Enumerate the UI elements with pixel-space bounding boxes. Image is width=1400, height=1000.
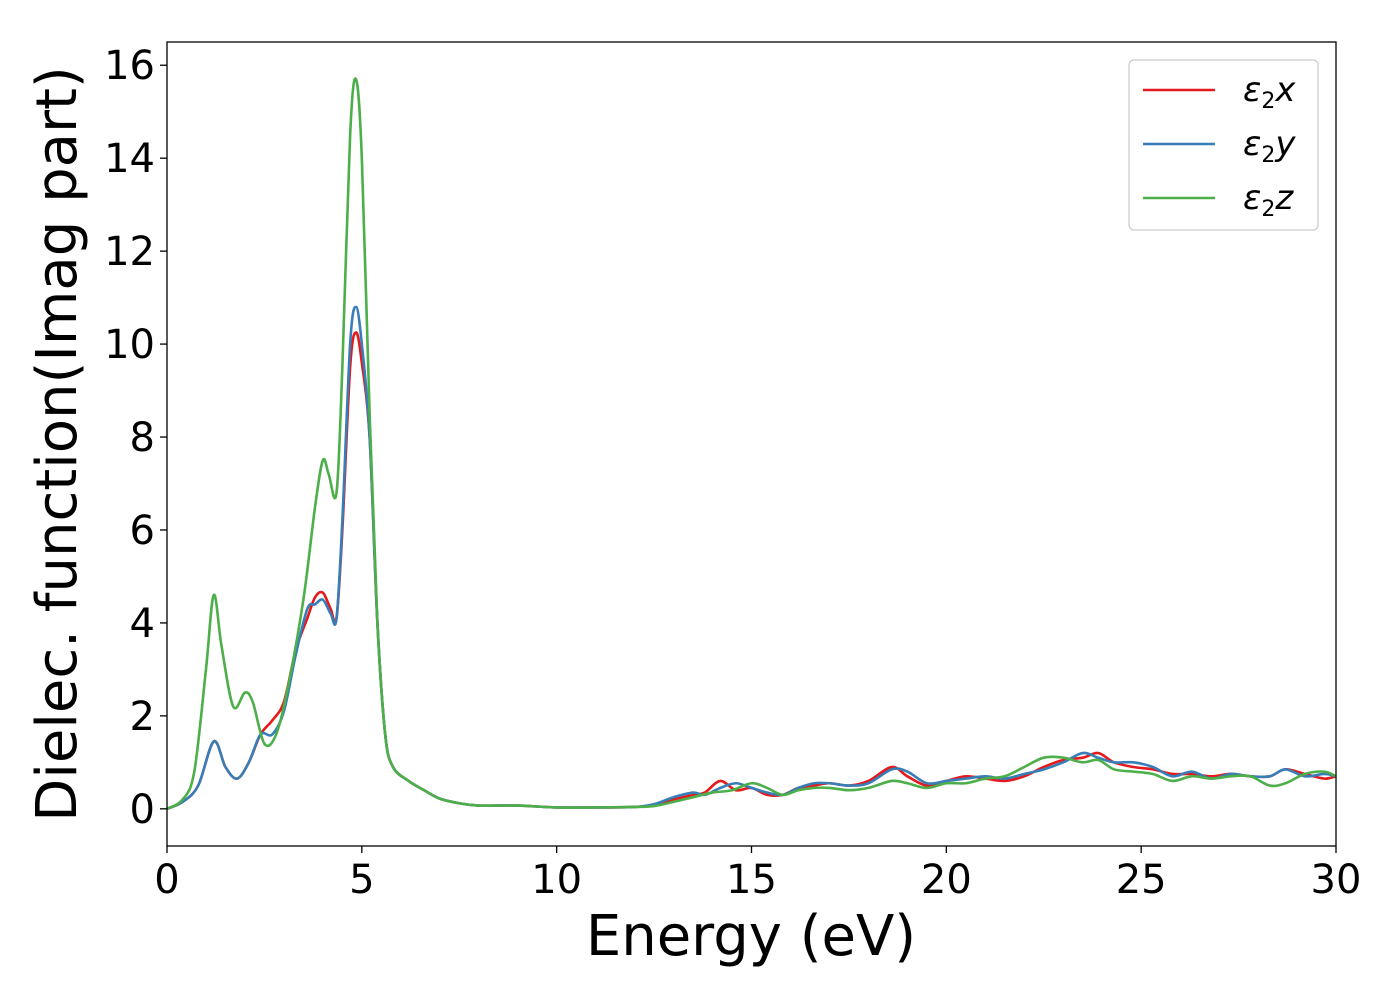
y-tick-label: 10 [104,322,155,368]
legend-items: ε2x ε2y ε2z [1143,70,1296,222]
legend-box [1128,59,1319,231]
legend-label-x: ε2x [1243,70,1296,114]
legend: ε2x ε2y ε2z [1128,59,1319,231]
y-tick-label: 14 [104,136,155,182]
y-tick-label: 16 [104,43,155,89]
x-tick-label: 0 [154,857,179,903]
x-tick-label: 30 [1311,857,1362,903]
series-layer [166,77,1337,811]
y-axis-ticks: 0 2 4 6 8 10 12 14 16 [104,43,167,833]
x-axis-title: Energy (eV) [586,904,916,969]
y-tick-label: 6 [130,508,155,554]
legend-label-z: ε2z [1243,178,1294,222]
x-tick-label: 20 [921,857,972,903]
y-tick-label: 0 [130,787,155,833]
x-tick-label: 15 [726,857,777,903]
y-tick-label: 12 [104,229,155,275]
x-tick-label: 10 [531,857,582,903]
y-axis-title: Dielec. function(Imag part) [25,66,90,822]
y-tick-label: 2 [130,694,155,740]
x-tick-label: 25 [1116,857,1167,903]
series-line-y [166,305,1337,811]
legend-label-y: ε2y [1243,124,1296,168]
x-tick-label: 5 [349,857,374,903]
series-line-x [166,331,1337,811]
y-tick-label: 4 [130,601,155,647]
x-axis-ticks: 0 5 10 15 20 25 30 [154,846,1361,903]
series-line-z [166,77,1337,810]
y-tick-label: 8 [130,415,155,461]
